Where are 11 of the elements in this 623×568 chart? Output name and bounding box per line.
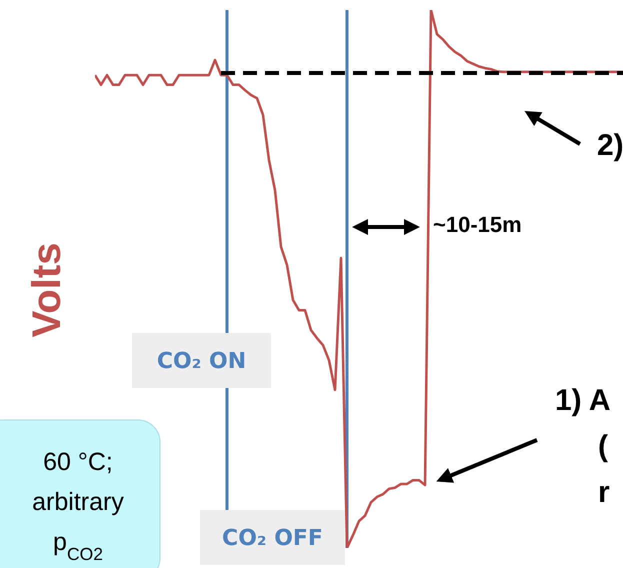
y-axis-title: Volts <box>25 242 69 338</box>
annotation: ~10-15m <box>433 212 522 237</box>
annotation: CO₂ ON <box>156 349 246 374</box>
annotation: 60 °C; <box>43 448 113 476</box>
annotation: p$_{CO2}$ <box>53 528 103 564</box>
annotation: 2) <box>597 129 623 162</box>
annotation: arbitrary <box>32 488 124 516</box>
annotation: 1) A <box>555 384 611 417</box>
annotation: CO₂ OFF <box>222 526 323 551</box>
annotation: r <box>598 476 610 509</box>
annotation: ( <box>598 430 608 463</box>
